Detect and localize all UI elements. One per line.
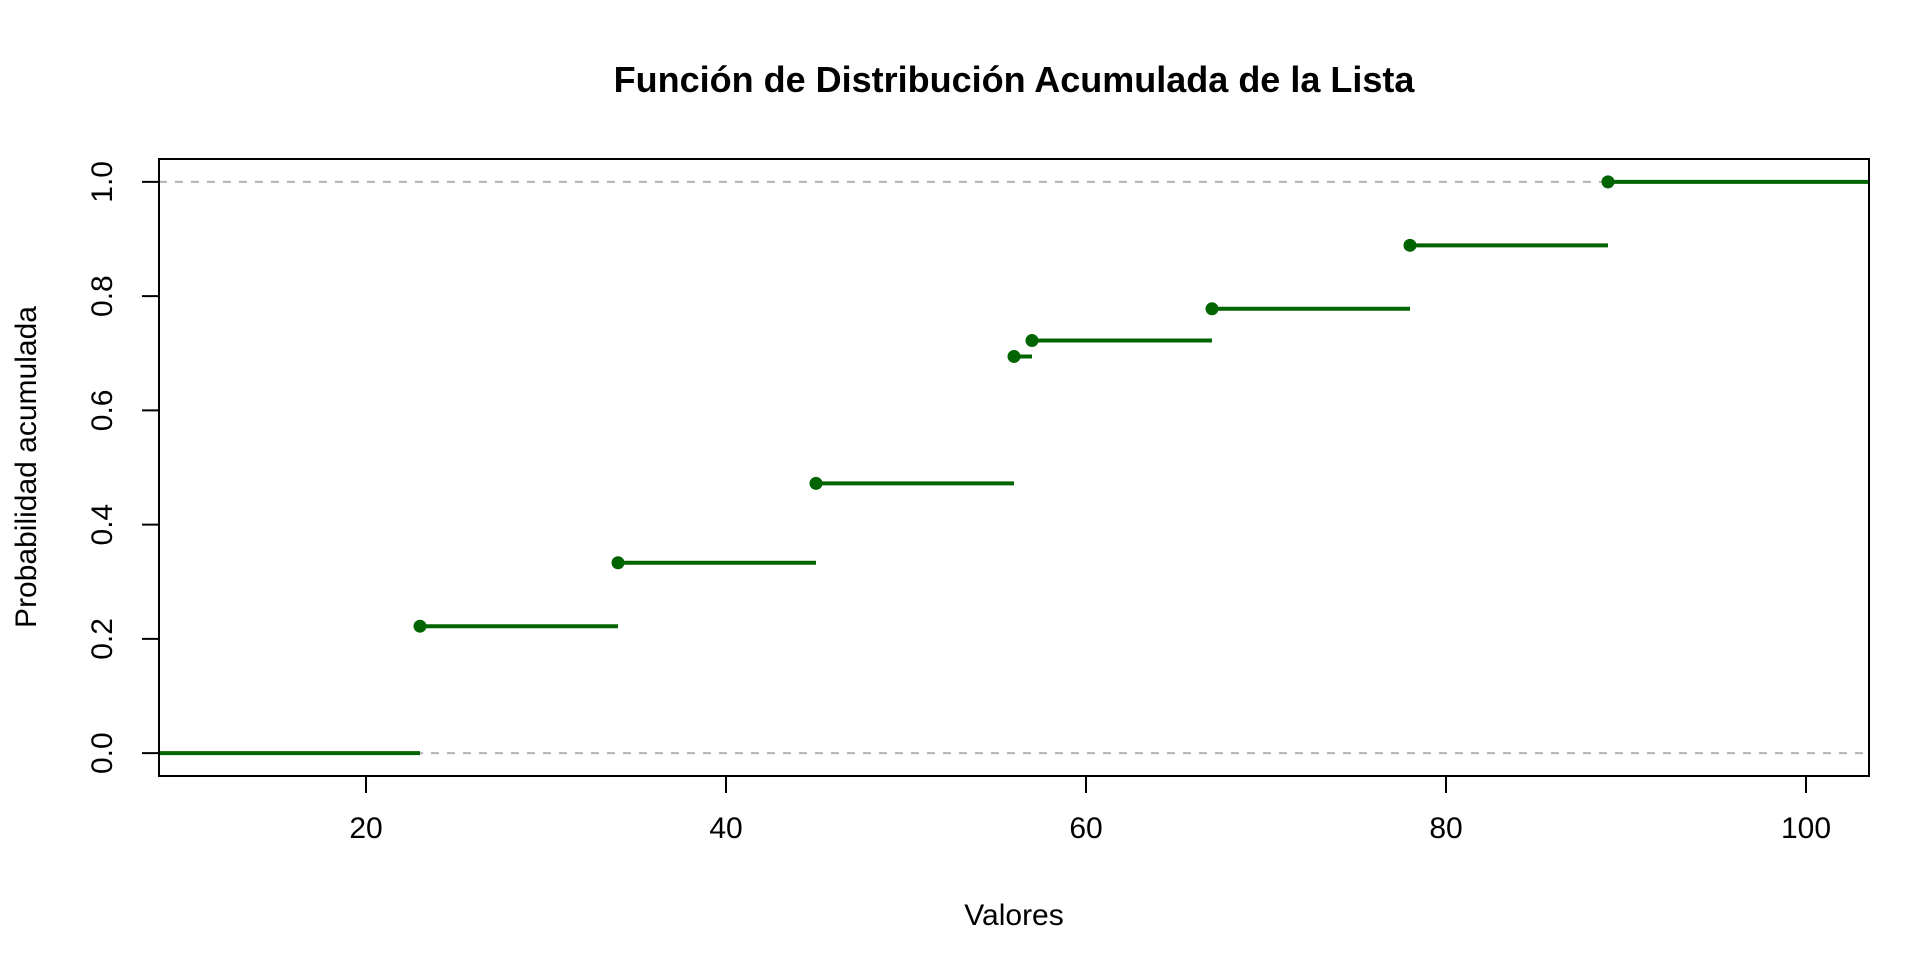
- reference-lines: [159, 180, 1869, 755]
- step-point-4: [1007, 349, 1021, 363]
- step-point-1: [413, 619, 427, 633]
- y-tick-label-3: 0.6: [86, 390, 119, 432]
- x-tick-label-2: 60: [1069, 812, 1102, 845]
- x-tick-label-4: 100: [1781, 812, 1831, 845]
- y-axis-label: Probabilidad acumulada: [10, 306, 43, 628]
- y-tick-label-5: 1.0: [86, 161, 119, 203]
- y-tick-label-2: 0.4: [86, 504, 119, 546]
- step-point-7: [1403, 238, 1417, 252]
- step-point-2: [611, 556, 625, 570]
- step-point-3: [809, 476, 823, 490]
- y-axis: 0.0 0.2 0.4 0.6 0.8 1.0: [86, 161, 160, 774]
- y-tick-label-4: 0.8: [86, 275, 119, 317]
- plot-frame: [158, 158, 1870, 777]
- x-tick-label-1: 40: [709, 812, 742, 845]
- step-point-8: [1601, 175, 1615, 189]
- x-axis: 20 40 60 80 100: [349, 775, 1831, 845]
- step-point-5: [1025, 334, 1039, 348]
- y-tick-label-1: 0.2: [86, 618, 119, 660]
- x-tick-label-0: 20: [349, 812, 382, 845]
- x-tick-label-3: 80: [1429, 812, 1462, 845]
- step-series: [159, 179, 1869, 756]
- x-axis-label: Valores: [964, 899, 1064, 932]
- step-points: [413, 175, 1615, 633]
- step-point-6: [1205, 302, 1219, 316]
- y-tick-label-0: 0.0: [86, 732, 119, 774]
- chart-title: Función de Distribución Acumulada de la …: [614, 59, 1416, 100]
